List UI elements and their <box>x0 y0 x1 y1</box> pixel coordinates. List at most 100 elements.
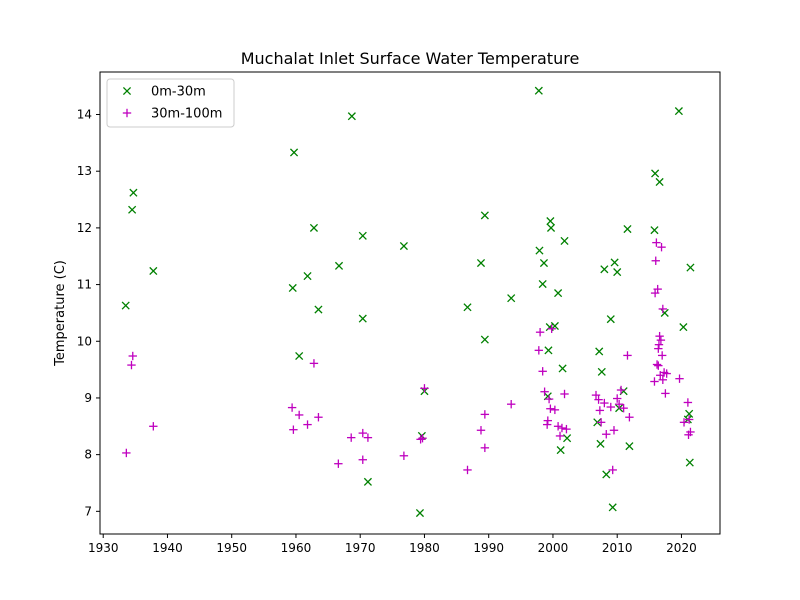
data-point <box>287 403 297 412</box>
data-point <box>358 455 367 464</box>
data-point <box>121 301 130 310</box>
data-point <box>625 442 634 451</box>
data-point <box>347 433 356 442</box>
data-point <box>550 405 560 415</box>
data-point <box>594 395 603 404</box>
x-tick-label: 1950 <box>216 541 247 555</box>
legend: 0m-30m 30m-100m <box>106 78 235 128</box>
data-point <box>600 265 609 274</box>
data-point <box>597 367 606 376</box>
data-point <box>675 374 684 383</box>
data-point <box>661 389 670 398</box>
data-point <box>415 508 425 518</box>
legend-label: 30m-100m <box>151 107 222 122</box>
y-tick-label: 13 <box>77 164 92 178</box>
data-point <box>416 435 425 444</box>
data-point <box>418 433 427 443</box>
data-point <box>591 390 601 400</box>
data-point <box>662 369 671 378</box>
data-point <box>613 268 622 277</box>
data-point <box>314 305 323 314</box>
data-point <box>609 426 619 435</box>
data-point <box>651 256 660 265</box>
data-point <box>539 258 549 268</box>
data-point <box>679 418 689 427</box>
data-point <box>347 112 356 121</box>
data-point <box>557 423 567 433</box>
data-point <box>480 443 490 453</box>
legend-box <box>106 78 235 128</box>
legend-marker <box>122 108 132 118</box>
data-point <box>613 394 622 403</box>
data-point <box>544 394 554 404</box>
data-point <box>538 367 547 376</box>
data-point <box>623 224 632 234</box>
data-point <box>657 351 667 360</box>
data-point <box>623 351 632 360</box>
plot-frame <box>99 71 721 535</box>
data-point <box>679 323 688 332</box>
data-point <box>685 409 694 418</box>
data-point <box>602 470 611 479</box>
data-point <box>309 359 319 368</box>
data-point <box>546 217 555 226</box>
data-point <box>358 231 367 240</box>
data-point <box>507 294 516 303</box>
data-point <box>555 431 565 441</box>
y-tick-label: 8 <box>84 448 92 462</box>
data-point <box>558 364 567 373</box>
data-point <box>610 258 619 267</box>
data-point <box>122 448 131 458</box>
data-point <box>129 188 138 197</box>
data-point <box>652 238 661 247</box>
data-point <box>608 503 617 512</box>
y-tick-label: 10 <box>77 334 92 348</box>
data-point <box>596 418 606 427</box>
y-tick-label: 14 <box>77 108 92 122</box>
x-tick-label: 2000 <box>538 541 569 555</box>
data-point <box>655 177 664 187</box>
data-point <box>420 384 429 393</box>
data-point <box>289 148 299 157</box>
y-tick-label: 11 <box>77 278 92 292</box>
data-point <box>684 415 694 424</box>
chart-title: Muchalat Inlet Surface Water Temperature <box>241 49 580 68</box>
x-tick-label: 1980 <box>409 541 440 555</box>
data-point <box>686 263 695 272</box>
data-point <box>149 422 158 431</box>
x-tick-label: 2010 <box>602 541 633 555</box>
data-point <box>399 241 408 251</box>
x-tick-label: 1990 <box>473 541 504 555</box>
x-tick-label: 1930 <box>88 541 119 555</box>
data-point <box>658 304 668 314</box>
data-point <box>294 410 304 420</box>
y-tick-label: 12 <box>77 221 92 235</box>
data-point <box>544 346 553 355</box>
data-point <box>600 398 609 408</box>
data-point <box>554 289 563 298</box>
data-point <box>658 375 668 385</box>
data-point <box>595 406 605 415</box>
data-point <box>543 416 553 425</box>
data-point <box>289 425 298 434</box>
data-point <box>546 223 556 232</box>
data-point <box>535 327 545 337</box>
data-point <box>314 413 323 422</box>
data-point <box>650 226 659 235</box>
data-point <box>480 211 489 220</box>
data-point <box>553 422 563 431</box>
data-point <box>363 433 373 442</box>
data-point <box>334 261 344 270</box>
data-point <box>127 360 136 370</box>
data-point <box>309 223 319 232</box>
data-point <box>596 439 605 448</box>
data-point <box>606 315 615 324</box>
data-point <box>399 451 409 460</box>
plot-area <box>121 86 695 518</box>
x-tick-label: 1940 <box>152 541 183 555</box>
data-point <box>652 360 662 369</box>
data-point <box>547 324 556 333</box>
y-tick-label: 7 <box>84 504 92 518</box>
data-point <box>546 404 555 413</box>
